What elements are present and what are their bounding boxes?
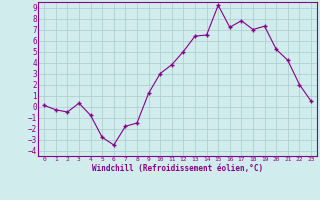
X-axis label: Windchill (Refroidissement éolien,°C): Windchill (Refroidissement éolien,°C) [92,164,263,173]
